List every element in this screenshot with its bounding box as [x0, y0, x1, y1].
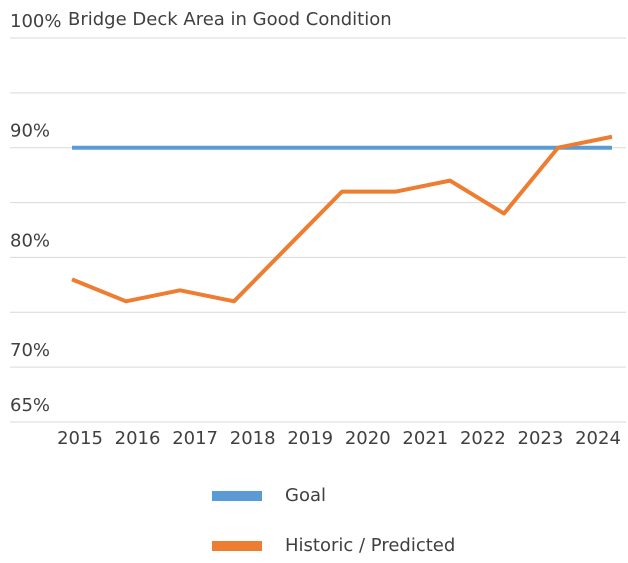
legend-label: Historic / Predicted — [285, 535, 455, 556]
legend-swatch — [212, 491, 262, 501]
x-tick-label: 2021 — [402, 428, 448, 449]
y-tick-label: 90% — [10, 121, 50, 142]
y-tick-label: 70% — [10, 340, 50, 361]
x-tick-label: 2016 — [115, 428, 161, 449]
x-tick-label: 2023 — [518, 428, 564, 449]
chart-title: Bridge Deck Area in Good Condition — [68, 9, 392, 30]
series-line — [71, 134, 613, 304]
y-tick-label: 80% — [10, 230, 50, 251]
x-tick-label: 2015 — [57, 428, 103, 449]
x-tick-label: 2017 — [172, 428, 218, 449]
legend-swatch — [212, 541, 262, 551]
x-tick-label: 2018 — [230, 428, 276, 449]
y-tick-label: 65% — [10, 395, 50, 416]
x-tick-label: 2019 — [287, 428, 333, 449]
x-tick-label: 2022 — [460, 428, 506, 449]
y-tick-label: 100% — [10, 11, 61, 32]
x-tick-label: 2024 — [575, 428, 621, 449]
legend-label: Goal — [285, 485, 326, 506]
x-tick-label: 2020 — [345, 428, 391, 449]
